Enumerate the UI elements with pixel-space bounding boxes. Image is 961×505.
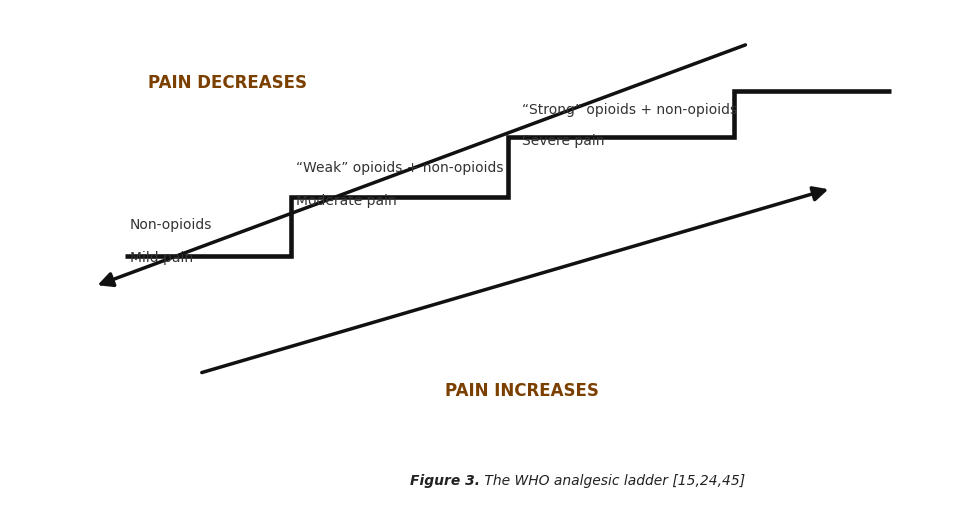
Text: Moderate pain: Moderate pain	[296, 193, 397, 207]
Text: The WHO analgesic ladder [15,24,45]: The WHO analgesic ladder [15,24,45]	[480, 473, 746, 487]
Text: Figure 3.: Figure 3.	[410, 473, 480, 487]
Text: PAIN INCREASES: PAIN INCREASES	[445, 382, 599, 399]
Text: PAIN DECREASES: PAIN DECREASES	[148, 74, 308, 92]
Text: “Weak” opioids + non-opioids: “Weak” opioids + non-opioids	[296, 160, 504, 174]
Text: Non-opioids: Non-opioids	[130, 218, 212, 231]
Text: “Strong” opioids + non-opioids: “Strong” opioids + non-opioids	[522, 103, 737, 117]
Text: Severe pain: Severe pain	[522, 134, 604, 148]
Text: Mild pain: Mild pain	[130, 250, 193, 265]
